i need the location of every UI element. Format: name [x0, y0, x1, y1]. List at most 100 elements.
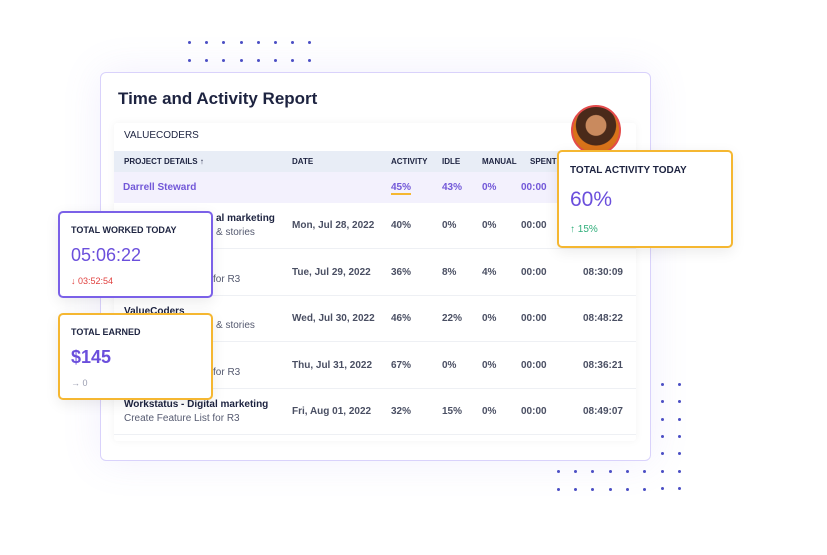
activity-cell: 40% [391, 220, 412, 231]
dot [222, 41, 226, 44]
table-row[interactable]: al marketing & stories Mon, Jul 28, 2022… [114, 203, 636, 249]
total-time-cell: 08:36:21 [582, 359, 623, 371]
dot [256, 41, 260, 44]
project-title: ValueCoders [124, 306, 185, 317]
project-title: Workstatus - Digital marketing [124, 399, 269, 410]
date-cell: Tue, Jul 29, 2022 [292, 266, 371, 278]
date-cell: Wed, Jul 30, 2022 [292, 313, 375, 324]
table-row[interactable]: ValueCoders & stories Wed, Jul 30, 2022 … [114, 296, 636, 342]
idle-cell: 8% [442, 266, 457, 278]
task-name: for R3 [213, 273, 241, 285]
dot [661, 417, 664, 421]
dot [661, 486, 664, 490]
table-row[interactable]: for R3 Thu, Jul 31, 2022 67% 0% 0% 00:00… [114, 343, 636, 389]
dot [678, 434, 682, 438]
manual-cell: 0% [482, 359, 497, 371]
dot [661, 383, 664, 386]
dot [643, 487, 646, 491]
task-name: & stories [216, 227, 255, 238]
dot [557, 470, 560, 473]
manual-cell: 0% [482, 406, 497, 417]
user-name[interactable]: Darrell Steward [123, 182, 197, 193]
dot [205, 41, 209, 44]
card-label: TOTAL EARNED [71, 327, 141, 337]
page-title: Time and Activity Report [118, 89, 318, 108]
dot [643, 470, 646, 473]
column-manual[interactable]: MANUAL [482, 157, 517, 166]
table-header: PROJECT DETAILS ↑ DATE ACTIVITY IDLE MAN… [114, 151, 636, 172]
spent-cell: 00:00 [521, 266, 547, 278]
total-time-cell: 08:30:09 [582, 266, 623, 278]
card-label: TOTAL WORKED TODAY [71, 225, 177, 235]
task-name: & stories [216, 320, 255, 331]
card-value: 60% [570, 188, 613, 211]
task-name: for R3 [213, 366, 241, 378]
idle-cell: 15% [442, 406, 463, 417]
dot [291, 59, 295, 62]
dot [308, 41, 312, 44]
total-worked-card: TOTAL WORKED TODAY 05:06:22 ↓ 03:52:54 [58, 211, 213, 298]
user-idle: 43% [442, 182, 463, 193]
spent-cell: 00:00 [521, 359, 547, 371]
dot [608, 487, 612, 491]
idle-cell: 0% [442, 220, 457, 231]
spent-cell: 00:00 [521, 313, 547, 324]
card-value: $145 [71, 347, 112, 367]
dot [188, 41, 191, 44]
total-activity-card: TOTAL ACTIVITY TODAY 60% ↑ 15% [557, 150, 733, 248]
user-activity[interactable]: 45% [391, 182, 412, 195]
dot [188, 59, 191, 62]
user-manual: 0% [482, 182, 497, 193]
dot [678, 486, 682, 490]
spent-cell: 00:00 [521, 220, 547, 231]
card-change: ↓ 03:52:54 [71, 276, 114, 286]
date-cell: Thu, Jul 31, 2022 [292, 359, 373, 371]
dot [661, 434, 664, 438]
column-idle[interactable]: IDLE [442, 157, 461, 166]
dot [557, 487, 560, 491]
idle-cell: 22% [442, 313, 463, 324]
organization-name: VALUECODERS [124, 130, 199, 141]
dot [661, 400, 664, 404]
idle-cell: 0% [442, 359, 457, 371]
card-change: → 0 [71, 378, 88, 388]
dot [678, 469, 682, 473]
dot [205, 59, 209, 62]
activity-cell: 67% [391, 359, 412, 371]
dot [274, 41, 277, 44]
manual-cell: 0% [482, 313, 497, 324]
dot [222, 59, 226, 62]
date-cell: Mon, Jul 28, 2022 [292, 220, 375, 231]
column-spent[interactable]: SPENT [530, 157, 557, 166]
dot [574, 470, 578, 473]
activity-cell: 46% [391, 313, 412, 324]
dot [591, 487, 595, 491]
activity-cell: 32% [391, 406, 412, 417]
user-summary-row[interactable]: Darrell Steward 45% 43% 0% 00:00 [114, 172, 636, 203]
table-row[interactable]: for R3 Tue, Jul 29, 2022 36% 8% 4% 00:00… [114, 250, 636, 296]
dot [574, 487, 578, 491]
avatar [571, 105, 621, 155]
dot [625, 487, 629, 491]
dot [274, 59, 277, 62]
card-label: TOTAL ACTIVITY TODAY [570, 165, 687, 176]
dot [308, 59, 312, 62]
card-value: 05:06:22 [71, 245, 142, 265]
dot [678, 452, 682, 456]
dot [239, 59, 243, 62]
date-cell: Fri, Aug 01, 2022 [292, 406, 372, 417]
dot [291, 41, 295, 44]
dot [661, 469, 664, 473]
manual-cell: 0% [482, 220, 497, 231]
table-row[interactable]: Workstatus - Digital marketing Create Fe… [114, 389, 636, 435]
column-date[interactable]: DATE [292, 157, 314, 166]
dot [256, 59, 260, 62]
project-title: al marketing [216, 213, 275, 224]
dot [591, 470, 595, 473]
column-activity[interactable]: ACTIVITY [391, 157, 428, 166]
dot [625, 470, 629, 473]
activity-cell: 36% [391, 266, 412, 278]
total-time-cell: 08:48:22 [582, 313, 623, 324]
dot [678, 417, 682, 421]
column-project-details[interactable]: PROJECT DETAILS ↑ [124, 157, 204, 166]
